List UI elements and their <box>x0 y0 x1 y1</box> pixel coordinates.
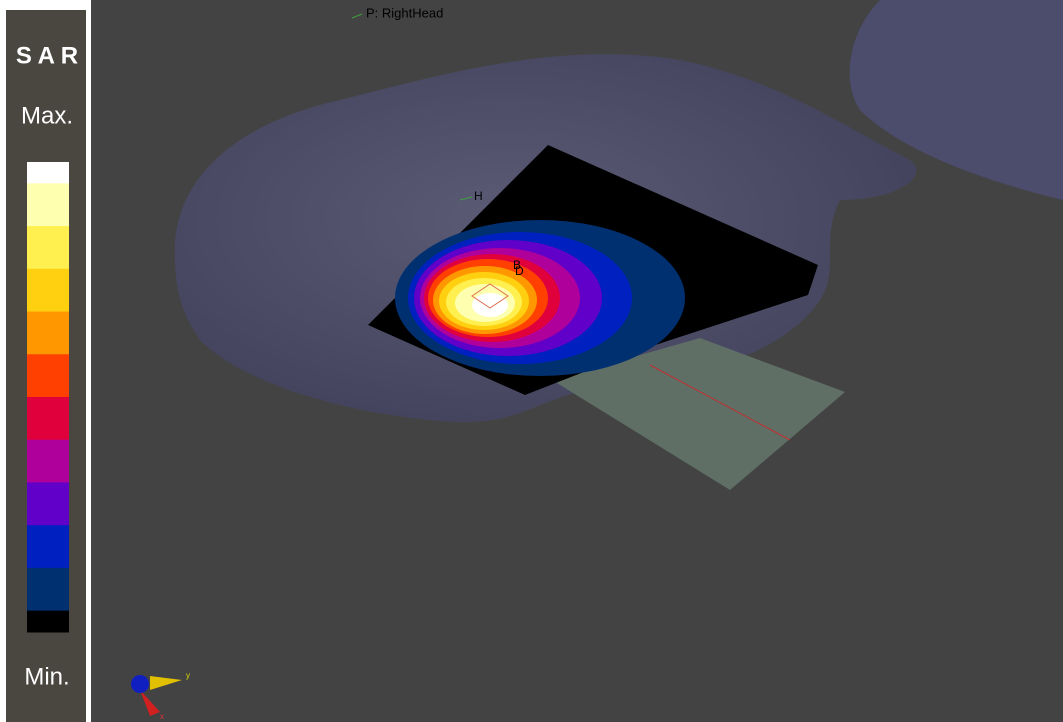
phantom-marker <box>351 13 363 19</box>
colorbar-swatch <box>27 525 69 569</box>
max-label: Max. <box>21 102 73 129</box>
peak-cube <box>471 283 509 309</box>
colorbar-swatch <box>27 162 69 184</box>
h-marker <box>459 196 473 201</box>
shoulder-phantom <box>849 0 1063 200</box>
marker-label: D <box>515 264 524 278</box>
colorbar-swatch <box>27 567 69 612</box>
legend-title: S A R <box>16 42 78 69</box>
colorbar-swatch <box>27 311 69 355</box>
device-line <box>649 364 791 441</box>
colorbar-swatch <box>27 183 69 227</box>
colorbar-swatch <box>27 226 69 270</box>
colorbar-swatch <box>27 439 69 483</box>
min-label: Min. <box>24 663 69 690</box>
axis-triad <box>131 675 182 716</box>
sar-contours <box>395 220 685 376</box>
colorbar-swatch <box>27 268 69 313</box>
axis-label: x <box>160 712 164 721</box>
device-plate <box>552 338 845 490</box>
marker-label: B <box>513 258 521 272</box>
colorbar-swatch <box>27 482 69 526</box>
phantom-label: P: RightHead <box>366 5 443 20</box>
colorbar-swatch <box>27 397 69 441</box>
colorbar-swatch <box>27 354 69 398</box>
axis-label: y <box>186 671 190 680</box>
marker-label: H <box>474 189 483 203</box>
colorbar-swatch <box>27 610 69 633</box>
